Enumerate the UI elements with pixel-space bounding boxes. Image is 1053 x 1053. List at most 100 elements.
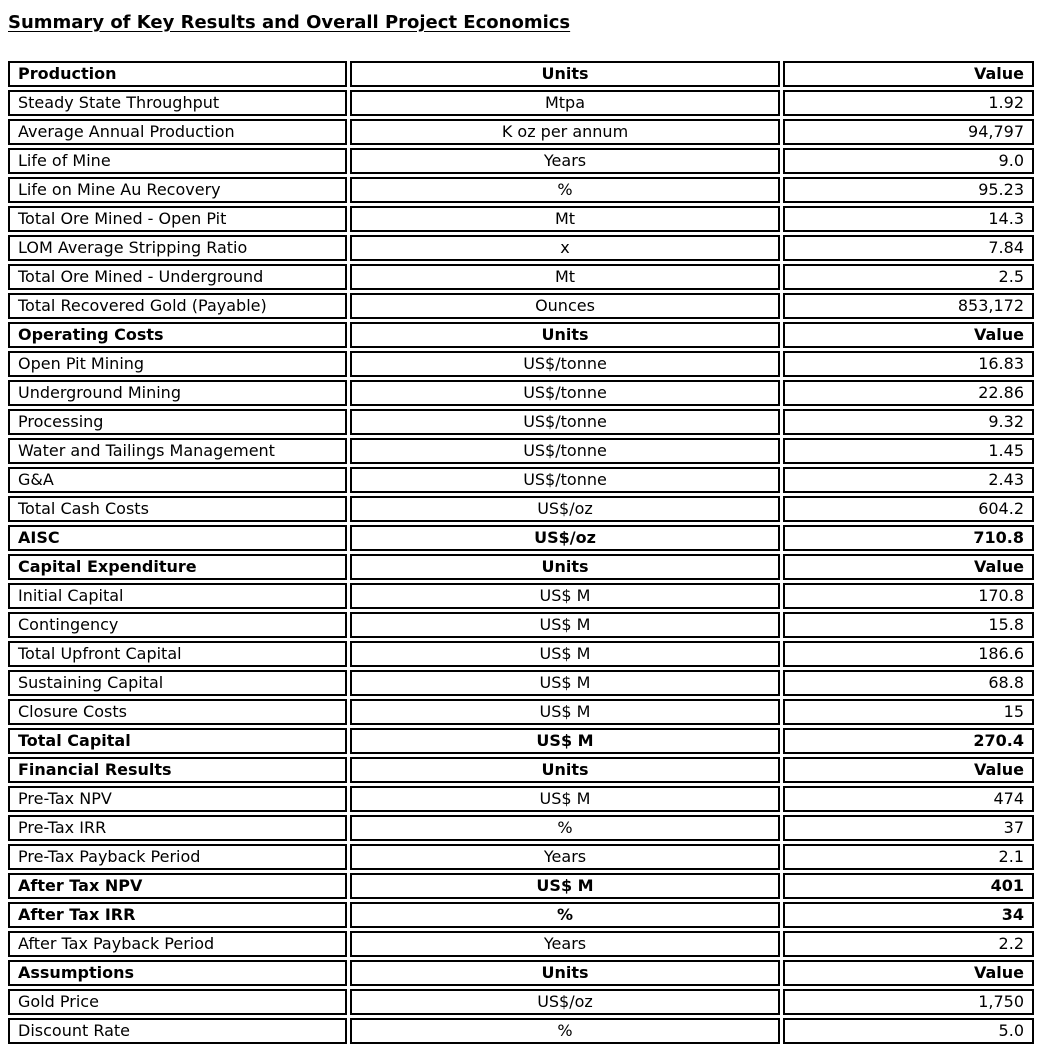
row-label-cell: Initial Capital [8, 583, 347, 609]
row-units-cell: % [350, 177, 780, 203]
row-value-cell: Value [783, 757, 1034, 783]
row-value-cell: Value [783, 61, 1034, 87]
row-label-cell: Financial Results [8, 757, 347, 783]
row-label-cell: After Tax NPV [8, 873, 347, 899]
row-units-cell: Units [350, 960, 780, 986]
row-label-cell: G&A [8, 467, 347, 493]
row-value-cell: 5.0 [783, 1018, 1034, 1044]
row-value-cell: 34 [783, 902, 1034, 928]
row-label-cell: LOM Average Stripping Ratio [8, 235, 347, 261]
row-label-cell: Contingency [8, 612, 347, 638]
row-label-cell: Capital Expenditure [8, 554, 347, 580]
row-label-cell: Pre-Tax NPV [8, 786, 347, 812]
table-row: Operating Costs Units Value [8, 322, 1034, 348]
row-units-cell: US$ M [350, 873, 780, 899]
summary-table-body: Production Units Value Steady State Thro… [8, 61, 1034, 1044]
table-row: Total Capital US$ M 270.4 [8, 728, 1034, 754]
table-row: Financial Results Units Value [8, 757, 1034, 783]
row-value-cell: 853,172 [783, 293, 1034, 319]
row-units-cell: US$ M [350, 670, 780, 696]
table-row: Total Ore Mined - Open Pit Mt 14.3 [8, 206, 1034, 232]
row-label-cell: After Tax IRR [8, 902, 347, 928]
row-value-cell: Value [783, 322, 1034, 348]
row-units-cell: US$ M [350, 786, 780, 812]
row-label-cell: Operating Costs [8, 322, 347, 348]
row-label-cell: Total Capital [8, 728, 347, 754]
row-units-cell: % [350, 815, 780, 841]
row-label-cell: Total Recovered Gold (Payable) [8, 293, 347, 319]
table-row: After Tax NPV US$ M 401 [8, 873, 1034, 899]
summary-table: Production Units Value Steady State Thro… [5, 58, 1037, 1047]
row-value-cell: 16.83 [783, 351, 1034, 377]
row-units-cell: US$/tonne [350, 438, 780, 464]
row-units-cell: US$/tonne [350, 351, 780, 377]
table-row: Open Pit Mining US$/tonne 16.83 [8, 351, 1034, 377]
row-value-cell: 95.23 [783, 177, 1034, 203]
row-units-cell: Years [350, 148, 780, 174]
table-row: Production Units Value [8, 61, 1034, 87]
row-value-cell: 94,797 [783, 119, 1034, 145]
row-label-cell: Processing [8, 409, 347, 435]
table-row: Underground Mining US$/tonne 22.86 [8, 380, 1034, 406]
row-units-cell: % [350, 1018, 780, 1044]
row-units-cell: US$ M [350, 612, 780, 638]
row-value-cell: 1.45 [783, 438, 1034, 464]
row-label-cell: Average Annual Production [8, 119, 347, 145]
table-row: Pre-Tax IRR % 37 [8, 815, 1034, 841]
row-units-cell: Mtpa [350, 90, 780, 116]
row-label-cell: Production [8, 61, 347, 87]
table-row: Contingency US$ M 15.8 [8, 612, 1034, 638]
page-title: Summary of Key Results and Overall Proje… [8, 12, 571, 33]
row-units-cell: US$/tonne [350, 467, 780, 493]
row-value-cell: 2.5 [783, 264, 1034, 290]
table-row: Total Recovered Gold (Payable) Ounces 85… [8, 293, 1034, 319]
row-value-cell: 1,750 [783, 989, 1034, 1015]
row-label-cell: Sustaining Capital [8, 670, 347, 696]
row-label-cell: Total Ore Mined - Open Pit [8, 206, 347, 232]
row-value-cell: 9.32 [783, 409, 1034, 435]
row-value-cell: 270.4 [783, 728, 1034, 754]
row-label-cell: Pre-Tax IRR [8, 815, 347, 841]
row-label-cell: Underground Mining [8, 380, 347, 406]
table-row: Closure Costs US$ M 15 [8, 699, 1034, 725]
table-row: Pre-Tax Payback Period Years 2.1 [8, 844, 1034, 870]
row-value-cell: 68.8 [783, 670, 1034, 696]
row-label-cell: Steady State Throughput [8, 90, 347, 116]
row-units-cell: x [350, 235, 780, 261]
row-value-cell: 710.8 [783, 525, 1034, 551]
table-row: Total Ore Mined - Underground Mt 2.5 [8, 264, 1034, 290]
row-label-cell: Life of Mine [8, 148, 347, 174]
row-units-cell: US$ M [350, 583, 780, 609]
table-row: AISC US$/oz 710.8 [8, 525, 1034, 551]
row-units-cell: Units [350, 554, 780, 580]
row-label-cell: Total Ore Mined - Underground [8, 264, 347, 290]
row-value-cell: 2.1 [783, 844, 1034, 870]
table-row: G&A US$/tonne 2.43 [8, 467, 1034, 493]
table-row: Discount Rate % 5.0 [8, 1018, 1034, 1044]
row-value-cell: 15 [783, 699, 1034, 725]
row-units-cell: K oz per annum [350, 119, 780, 145]
row-value-cell: 186.6 [783, 641, 1034, 667]
row-label-cell: Pre-Tax Payback Period [8, 844, 347, 870]
row-units-cell: Years [350, 931, 780, 957]
row-value-cell: 474 [783, 786, 1034, 812]
table-row: Total Cash Costs US$/oz 604.2 [8, 496, 1034, 522]
row-units-cell: US$/oz [350, 989, 780, 1015]
table-row: After Tax IRR % 34 [8, 902, 1034, 928]
table-row: Pre-Tax NPV US$ M 474 [8, 786, 1034, 812]
table-row: Life on Mine Au Recovery % 95.23 [8, 177, 1034, 203]
row-label-cell: Total Upfront Capital [8, 641, 347, 667]
table-row: Average Annual Production K oz per annum… [8, 119, 1034, 145]
row-value-cell: 7.84 [783, 235, 1034, 261]
row-label-cell: AISC [8, 525, 347, 551]
table-row: After Tax Payback Period Years 2.2 [8, 931, 1034, 957]
row-value-cell: Value [783, 960, 1034, 986]
table-row: Total Upfront Capital US$ M 186.6 [8, 641, 1034, 667]
row-units-cell: Mt [350, 264, 780, 290]
row-units-cell: Mt [350, 206, 780, 232]
row-units-cell: US$/tonne [350, 409, 780, 435]
row-value-cell: 170.8 [783, 583, 1034, 609]
table-row: Gold Price US$/oz 1,750 [8, 989, 1034, 1015]
row-value-cell: 2.43 [783, 467, 1034, 493]
